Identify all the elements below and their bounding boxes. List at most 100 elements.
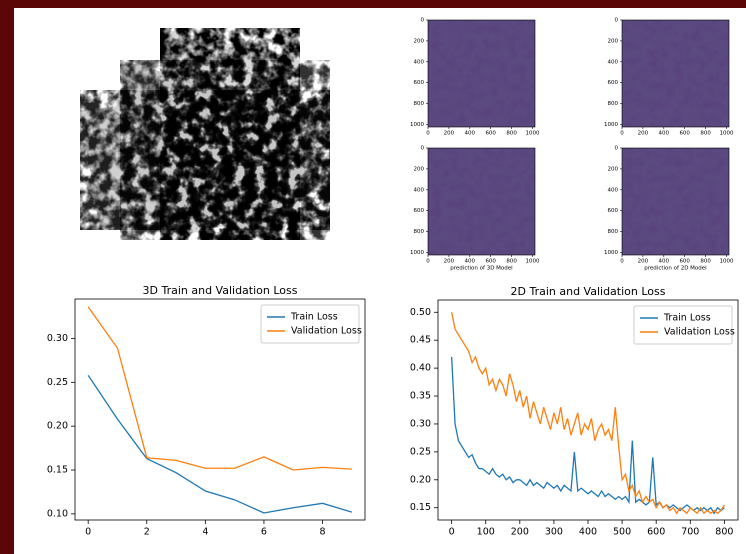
legend-box [633,305,733,345]
image-texture [622,148,729,255]
x-tick-label: 600 [679,131,690,137]
y-tick-label: 800 [608,101,619,107]
y-tick-label: 400 [608,187,619,193]
chart: 3D Train and Validation Loss 0 2 4 6 8 0.10 0.1… [47,284,366,538]
y-tick-label: 0.20 [410,474,431,485]
y-tick-label: 400 [608,59,619,65]
y-tick-label: 0.15 [410,502,431,513]
x-tick-label: 800 [506,259,517,265]
x-tick-label: 1000 [525,131,539,137]
x-axis-label: prediction of 2D Model [644,266,707,272]
x-tick-label: 400 [465,259,476,265]
x-tick-label: 0 [620,131,624,137]
x-tick-label: 1000 [525,259,539,265]
y-tick-label: 0 [421,146,425,152]
y-tick-label: 200 [414,166,425,172]
x-tick-label: 1000 [719,259,733,265]
y-tick-label: 0 [615,146,619,152]
x-tick-label: 4 [202,527,208,538]
line-series [87,306,352,471]
y-tick-label: 600 [414,208,425,214]
y-tick-label: 800 [414,229,425,235]
y-tick-label: 0.25 [410,446,431,457]
x-tick-label: 6 [261,527,267,538]
frame [427,19,536,128]
image-texture [428,20,535,127]
x-tick-label: 0 [426,259,430,265]
y-tick-label: 0.30 [410,418,431,429]
x-tick-label: 800 [506,131,517,137]
x-tick-label: 200 [638,131,649,137]
chart: 0 200 400 600 800 100002004006008001000predic… [410,146,540,272]
y-tick-label: 200 [414,38,425,44]
y-tick-label: 800 [608,229,619,235]
y-tick-label: 0.50 [410,307,431,318]
frame [621,147,730,256]
y-tick-label: 0 [615,18,619,24]
legend-label: Validation Loss [664,327,735,338]
x-axis-label: prediction of 3D Model [450,266,513,272]
x-tick-label: 200 [511,527,529,538]
y-tick-label: 1000 [410,250,424,256]
y-tick-label: 0.35 [410,391,431,402]
frame [621,19,730,128]
y-tick-label: 0.25 [47,377,68,388]
y-tick-label: 400 [414,187,425,193]
y-tick-label: 1000 [604,122,618,128]
x-tick-label: 0 [449,527,455,538]
legend-label: Train Loss [663,313,711,324]
x-tick-label: 600 [485,259,496,265]
x-tick-label: 400 [579,527,597,538]
x-tick-label: 600 [647,527,665,538]
chart-title: 2D Train and Validation Loss [511,285,666,298]
x-tick-label: 600 [485,131,496,137]
y-tick-label: 600 [608,208,619,214]
y-tick-label: 200 [608,38,619,44]
x-tick-label: 800 [700,131,711,137]
x-tick-label: 2 [144,527,150,538]
image-texture [428,148,535,255]
legend-label: Validation Loss [291,326,362,337]
line-series [451,312,725,515]
y-tick-label: 600 [414,80,425,86]
frame [437,299,739,521]
volume-render [80,28,330,240]
legend-box [260,304,360,344]
frame [74,298,366,521]
x-tick-label: 8 [320,527,326,538]
x-tick-label: 600 [679,259,690,265]
y-tick-label: 1000 [604,250,618,256]
y-tick-label: 200 [608,166,619,172]
x-tick-label: 200 [638,259,649,265]
image-texture [622,20,729,127]
x-tick-label: 0 [620,259,624,265]
x-tick-label: 800 [715,527,733,538]
y-tick-label: 0.40 [410,363,431,374]
y-tick-label: 0.10 [47,508,68,519]
x-tick-label: 400 [659,259,670,265]
y-tick-label: 0.15 [47,465,68,476]
x-tick-label: 800 [700,259,711,265]
x-tick-label: 400 [659,131,670,137]
x-tick-label: 300 [545,527,563,538]
x-tick-label: 700 [681,527,699,538]
y-tick-label: 0.30 [47,333,68,344]
x-tick-label: 500 [613,527,631,538]
chart: 0 200 400 600 800 100002004006008001000predic… [604,146,734,272]
x-tick-label: 0 [426,131,430,137]
legend-label: Train Loss [290,312,338,323]
frame [427,147,536,256]
y-tick-label: 0.20 [47,421,68,432]
x-tick-label: 400 [465,131,476,137]
x-tick-label: 200 [444,259,455,265]
y-tick-label: 800 [414,101,425,107]
x-tick-label: 200 [444,131,455,137]
x-tick-label: 1000 [719,131,733,137]
x-tick-label: 100 [477,527,495,538]
y-tick-label: 400 [414,59,425,65]
